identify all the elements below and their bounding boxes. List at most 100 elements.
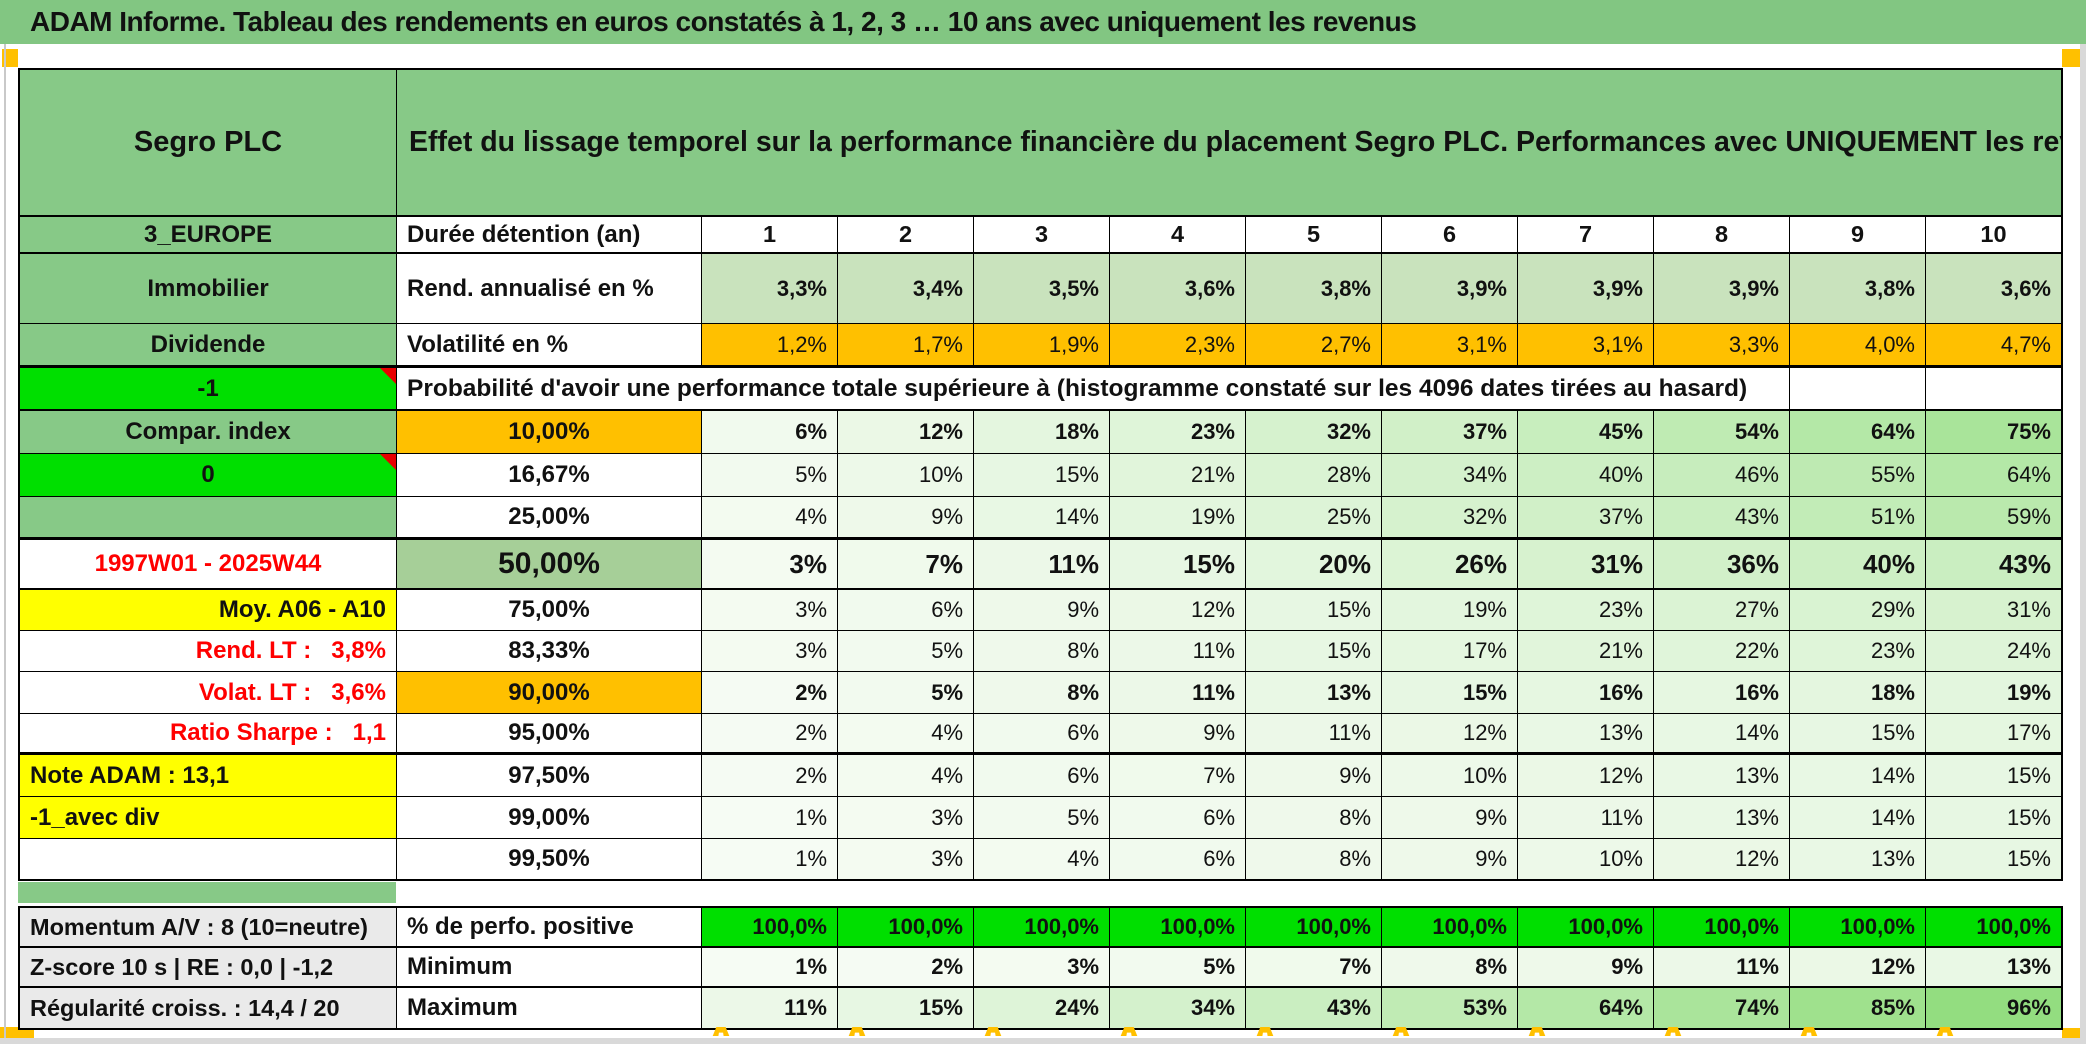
value-cell[interactable]: 19%	[1926, 672, 2061, 713]
value-cell[interactable]: 23%	[1110, 411, 1246, 453]
threshold-cell[interactable]: 90,00%	[397, 672, 702, 713]
value-cell[interactable]: 2%	[702, 672, 838, 713]
row-label-cell[interactable]: -1_avec div	[20, 797, 397, 838]
value-cell[interactable]: 31%	[1518, 540, 1654, 588]
value-cell[interactable]: 6%	[702, 411, 838, 453]
value-cell[interactable]: 100,0%	[1110, 908, 1246, 946]
value-cell[interactable]: 13%	[1926, 948, 2061, 986]
stat-name-cell[interactable]: Maximum	[397, 988, 702, 1028]
value-cell[interactable]: 3,1%	[1382, 324, 1518, 365]
value-cell[interactable]: 53%	[1382, 988, 1518, 1028]
sheet-title-cell[interactable]: ADAM Informe. Tableau des rendements en …	[0, 0, 2086, 44]
value-cell[interactable]: 5%	[1110, 948, 1246, 986]
value-cell[interactable]: 18%	[974, 411, 1110, 453]
value-cell[interactable]: 85%	[1790, 988, 1926, 1028]
value-cell[interactable]: 15%	[974, 454, 1110, 496]
value-cell[interactable]: 4%	[702, 497, 838, 537]
value-cell[interactable]: 12%	[1790, 948, 1926, 986]
value-cell[interactable]: 3,9%	[1382, 254, 1518, 323]
value-cell[interactable]: 32%	[1382, 497, 1518, 537]
value-cell[interactable]: 100,0%	[702, 908, 838, 946]
value-cell[interactable]: 3%	[974, 948, 1110, 986]
value-cell[interactable]: 11%	[1518, 797, 1654, 838]
value-cell[interactable]: 54%	[1654, 411, 1790, 453]
value-cell[interactable]: 64%	[1926, 454, 2061, 496]
value-cell[interactable]: 23%	[1518, 590, 1654, 630]
value-cell[interactable]: 2%	[838, 948, 974, 986]
threshold-cell[interactable]: Volatilité en %	[397, 324, 702, 365]
value-cell[interactable]: 6%	[974, 755, 1110, 796]
value-cell[interactable]: 7%	[1110, 755, 1246, 796]
value-cell[interactable]: 3,3%	[1654, 324, 1790, 365]
value-cell[interactable]: 9	[1790, 217, 1926, 252]
value-cell[interactable]: 2%	[702, 714, 838, 752]
instrument-name-cell[interactable]: Segro PLC	[20, 70, 397, 215]
value-cell[interactable]: 9%	[1246, 755, 1382, 796]
value-cell[interactable]: 15%	[1382, 672, 1518, 713]
value-cell[interactable]: 12%	[1382, 714, 1518, 752]
value-cell[interactable]	[1926, 368, 2061, 409]
value-cell[interactable]: 74%	[1654, 988, 1790, 1028]
value-cell[interactable]: 36%	[1654, 540, 1790, 588]
value-cell[interactable]: 6	[1382, 217, 1518, 252]
value-cell[interactable]: 100,0%	[838, 908, 974, 946]
value-cell[interactable]: 9%	[1382, 797, 1518, 838]
value-cell[interactable]: 14%	[1790, 755, 1926, 796]
value-cell[interactable]: 1,2%	[702, 324, 838, 365]
value-cell[interactable]: 11%	[1110, 631, 1246, 671]
value-cell[interactable]: 10	[1926, 217, 2061, 252]
value-cell[interactable]: 43%	[1926, 540, 2061, 588]
value-cell[interactable]: 4%	[838, 714, 974, 752]
value-cell[interactable]: 14%	[1654, 714, 1790, 752]
row-label-cell[interactable]: Note ADAM : 13,1	[20, 755, 397, 796]
value-cell[interactable]: 23%	[1790, 631, 1926, 671]
value-cell[interactable]: 2%	[702, 755, 838, 796]
threshold-cell[interactable]: 95,00%	[397, 714, 702, 752]
value-cell[interactable]: 15%	[1246, 590, 1382, 630]
row-label-cell[interactable]: Ratio Sharpe : 1,1	[20, 714, 397, 752]
row-label-cell[interactable]	[20, 839, 397, 879]
value-cell[interactable]: 13%	[1246, 672, 1382, 713]
value-cell[interactable]: 27%	[1654, 590, 1790, 630]
value-cell[interactable]: 15%	[1246, 631, 1382, 671]
value-cell[interactable]: 59%	[1926, 497, 2061, 537]
threshold-cell[interactable]: 83,33%	[397, 631, 702, 671]
stat-label-cell[interactable]: Z-score 10 s | RE : 0,0 | -1,2	[20, 948, 397, 986]
value-cell[interactable]: 3,8%	[1246, 254, 1382, 323]
stat-label-cell[interactable]: Momentum A/V : 8 (10=neutre)	[20, 908, 397, 946]
value-cell[interactable]: 12%	[1110, 590, 1246, 630]
value-cell[interactable]: 100,0%	[1790, 908, 1926, 946]
value-cell[interactable]: 9%	[1518, 948, 1654, 986]
value-cell[interactable]: 7%	[1246, 948, 1382, 986]
value-cell[interactable]: 6%	[1110, 839, 1246, 879]
value-cell[interactable]: 9%	[974, 590, 1110, 630]
value-cell[interactable]: 12%	[1518, 755, 1654, 796]
value-cell[interactable]: 2	[838, 217, 974, 252]
value-cell[interactable]: 29%	[1790, 590, 1926, 630]
value-cell[interactable]	[1790, 368, 1926, 409]
value-cell[interactable]: 3%	[838, 839, 974, 879]
value-cell[interactable]: 1%	[702, 839, 838, 879]
row-label-cell[interactable]: 1997W01 - 2025W44	[20, 540, 397, 588]
value-cell[interactable]: 5	[1246, 217, 1382, 252]
value-cell[interactable]: 2,7%	[1246, 324, 1382, 365]
value-cell[interactable]: 28%	[1246, 454, 1382, 496]
value-cell[interactable]: 8%	[974, 672, 1110, 713]
row-label-cell[interactable]: Dividende	[20, 324, 397, 365]
value-cell[interactable]: 22%	[1654, 631, 1790, 671]
value-cell[interactable]: 12%	[1654, 839, 1790, 879]
value-cell[interactable]: 11%	[1246, 714, 1382, 752]
value-cell[interactable]: 15%	[1926, 797, 2061, 838]
value-cell[interactable]: 96%	[1926, 988, 2061, 1028]
stat-name-cell[interactable]: Minimum	[397, 948, 702, 986]
value-cell[interactable]: 2,3%	[1110, 324, 1246, 365]
row-label-cell[interactable]: -1	[20, 368, 397, 409]
value-cell[interactable]: 1	[702, 217, 838, 252]
value-cell[interactable]: 19%	[1110, 497, 1246, 537]
value-cell[interactable]: 8%	[974, 631, 1110, 671]
value-cell[interactable]: 10%	[1518, 839, 1654, 879]
value-cell[interactable]: 8%	[1246, 797, 1382, 838]
value-cell[interactable]: 51%	[1790, 497, 1926, 537]
value-cell[interactable]: 17%	[1382, 631, 1518, 671]
row-label-cell[interactable]	[20, 497, 397, 537]
